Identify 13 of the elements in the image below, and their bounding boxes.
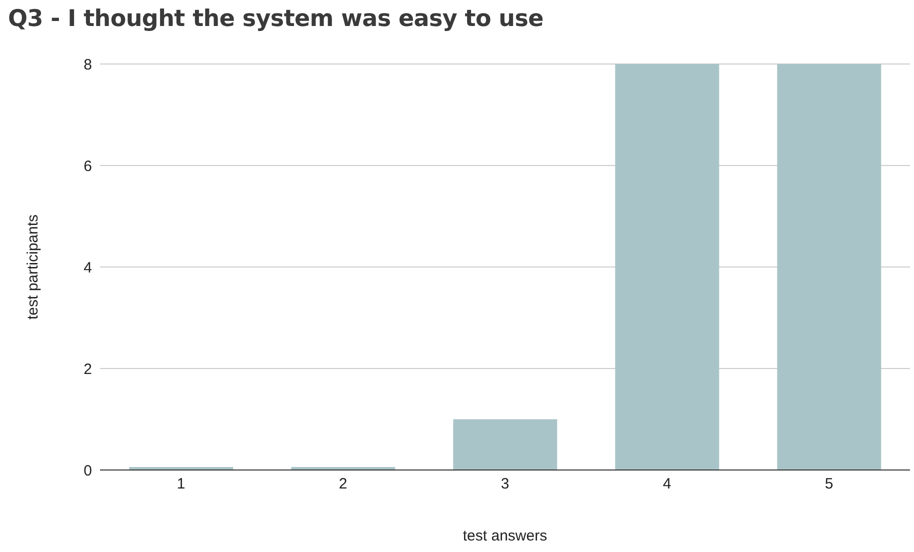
x-tick-label: 3 xyxy=(500,476,510,493)
y-axis-title: test participants xyxy=(24,214,42,320)
y-tick-label: 0 xyxy=(84,462,92,480)
x-axis-title: test answers xyxy=(462,528,548,545)
x-tick-label: 5 xyxy=(824,476,834,493)
x-tick-label: 1 xyxy=(176,476,186,493)
y-tick-label: 2 xyxy=(84,360,92,378)
chart-title: Q3 - I thought the system was easy to use xyxy=(8,6,544,32)
x-tick-label: 2 xyxy=(338,476,348,493)
y-tick-label: 4 xyxy=(84,259,92,276)
y-tick-label: 6 xyxy=(84,158,92,175)
y-tick-label: 8 xyxy=(84,56,92,74)
x-tick-label: 4 xyxy=(662,476,672,493)
